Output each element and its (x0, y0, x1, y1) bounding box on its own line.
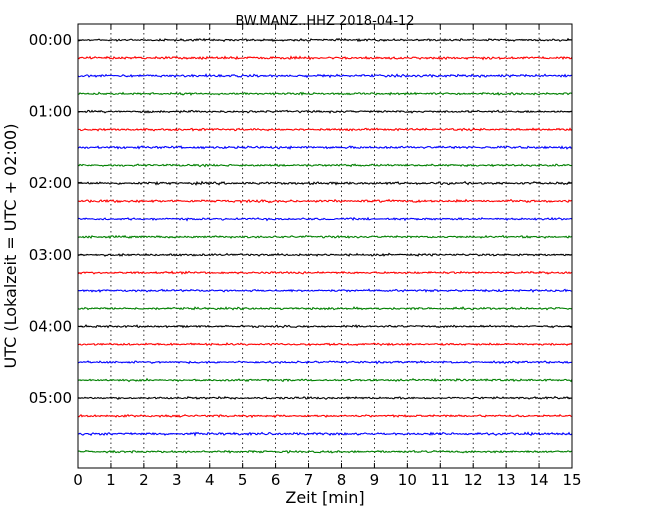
trace-row-23 (77, 449, 573, 454)
trace-row-7 (77, 163, 573, 168)
x-tick-label: 10 (398, 471, 417, 489)
trace-row-15 (77, 306, 573, 311)
x-tick-label: 6 (271, 471, 281, 489)
trace-row-6 (77, 145, 573, 150)
y-tick-label: 04:00 (29, 317, 72, 335)
x-tick-label: 2 (139, 471, 149, 489)
x-tick-label: 8 (337, 471, 347, 489)
trace-layer (77, 37, 573, 454)
trace-row-4 (77, 109, 573, 114)
trace-row-20 (77, 395, 573, 400)
x-tick-label: 12 (464, 471, 483, 489)
trace-row-3 (77, 91, 573, 96)
trace-row-13 (77, 270, 573, 275)
x-tick-label: 13 (497, 471, 516, 489)
trace-row-22 (77, 431, 573, 437)
y-tick-label: 00:00 (29, 31, 72, 49)
y-tick-label: 03:00 (29, 246, 72, 264)
trace-row-19 (77, 377, 573, 383)
trace-row-2 (77, 73, 573, 79)
y-axis-label: UTC (Lokalzeit = UTC + 02:00) (1, 124, 20, 369)
trace-row-16 (77, 324, 573, 329)
trace-row-17 (77, 342, 573, 347)
trace-row-8 (77, 180, 573, 186)
x-tick-label: 0 (73, 471, 83, 489)
trace-row-14 (77, 288, 573, 293)
x-tick-label: 1 (106, 471, 116, 489)
trace-row-18 (77, 360, 573, 365)
trace-row-12 (77, 252, 573, 257)
x-tick-label: 5 (238, 471, 248, 489)
y-tick-label: 02:00 (29, 174, 72, 192)
trace-row-11 (77, 234, 573, 240)
trace-row-0 (77, 37, 573, 43)
tick-layer: 0 1 2 3 4 5 6 7 8 9 10 11 12 13 14 1500:0001:0002:0003:… (29, 24, 582, 489)
x-tick-label: 14 (530, 471, 549, 489)
x-tick-label: 3 (172, 471, 182, 489)
x-tick-label: 15 (562, 471, 581, 489)
grid-lines (110, 24, 540, 468)
trace-row-21 (77, 413, 573, 419)
trace-row-1 (77, 55, 573, 61)
trace-row-5 (77, 127, 573, 132)
x-axis-label: Zeit [min] (285, 488, 364, 507)
y-tick-label: 05:00 (29, 389, 72, 407)
x-tick-label: 11 (431, 471, 450, 489)
plot-frame (77, 23, 573, 469)
chart-title: BW.MANZ..HHZ 2018-04-12 (235, 14, 414, 29)
x-tick-label: 4 (205, 471, 215, 489)
y-tick-label: 01:00 (29, 103, 72, 121)
trace-row-9 (77, 198, 573, 204)
trace-row-10 (77, 216, 573, 222)
x-tick-label: 7 (304, 471, 314, 489)
x-tick-label: 9 (370, 471, 380, 489)
